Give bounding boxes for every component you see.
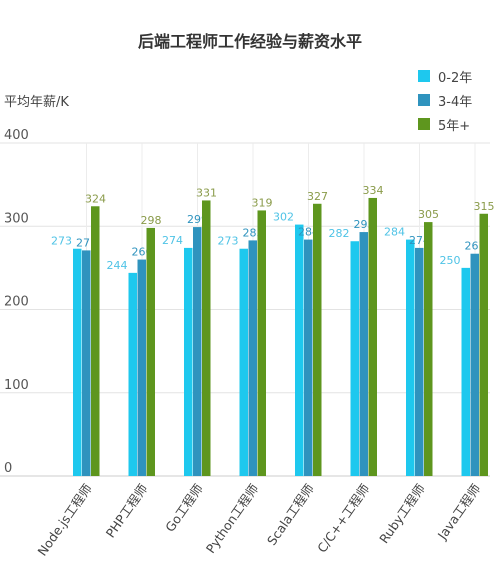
x-tick-label: Go工程师 xyxy=(162,481,206,535)
bar xyxy=(91,206,100,476)
legend-swatch-5plus xyxy=(418,118,430,130)
bar xyxy=(184,247,193,476)
x-tick-label: Java工程师 xyxy=(434,481,484,543)
data-label: 298 xyxy=(141,214,162,227)
bar xyxy=(359,232,368,476)
x-tick-label: C/C++工程师 xyxy=(314,481,372,555)
data-label: 331 xyxy=(196,186,217,199)
data-label: 273 xyxy=(51,235,72,248)
data-label: 284 xyxy=(384,226,405,239)
chart-title: 后端工程师工作经验与薪资水平 xyxy=(137,32,362,51)
y-tick-label: 300 xyxy=(4,211,29,226)
bar xyxy=(248,240,257,476)
bar xyxy=(295,224,304,476)
bar xyxy=(313,203,322,476)
bar xyxy=(350,241,359,476)
bar xyxy=(406,239,415,476)
bar xyxy=(73,248,82,476)
data-label: 250 xyxy=(440,254,461,267)
y-tick-label: 100 xyxy=(4,378,29,393)
data-label: 327 xyxy=(307,190,328,203)
bar xyxy=(202,200,211,476)
legend: 0-2年 3-4年 5年+ xyxy=(418,64,472,136)
data-label: 305 xyxy=(418,208,439,221)
bar xyxy=(424,222,433,476)
bar xyxy=(146,227,155,476)
bar xyxy=(82,250,91,476)
data-label: 244 xyxy=(107,259,128,272)
data-label: 315 xyxy=(474,200,495,213)
bar xyxy=(304,239,313,476)
legend-label-5plus: 5年+ xyxy=(438,118,471,134)
y-tick-label: 400 xyxy=(4,128,29,143)
data-label: 334 xyxy=(363,184,384,197)
legend-item-0-2: 0-2年 xyxy=(418,64,472,88)
bar xyxy=(128,272,137,476)
bar xyxy=(415,247,424,476)
bar xyxy=(461,267,470,476)
bar xyxy=(257,210,266,476)
legend-label-3-4: 3-4年 xyxy=(438,94,473,110)
bar xyxy=(137,259,146,476)
data-label: 302 xyxy=(273,211,294,224)
y-axis-title: 平均年薪/K xyxy=(4,95,69,110)
legend-swatch-3-4 xyxy=(418,94,430,106)
data-label: 324 xyxy=(85,192,106,205)
data-label: 319 xyxy=(252,196,273,209)
bar xyxy=(470,253,479,476)
data-label: 273 xyxy=(218,235,239,248)
data-label: 274 xyxy=(162,234,183,247)
x-tick-label: Python工程师 xyxy=(203,481,262,556)
legend-item-5plus: 5年+ xyxy=(418,112,472,136)
x-tick-label: Node.js工程师 xyxy=(34,481,95,558)
x-tick-label: PHP工程师 xyxy=(103,481,151,540)
bar xyxy=(479,213,488,476)
legend-item-3-4: 3-4年 xyxy=(418,88,472,112)
y-tick-label: 0 xyxy=(4,461,12,476)
bar xyxy=(368,197,377,476)
bar xyxy=(239,248,248,476)
y-tick-label: 200 xyxy=(4,295,29,310)
bar xyxy=(193,227,202,476)
x-tick-label: Ruby工程师 xyxy=(376,481,428,546)
legend-swatch-0-2 xyxy=(418,70,430,82)
x-tick-label: Scala工程师 xyxy=(264,481,317,548)
data-label: 282 xyxy=(329,227,350,240)
legend-label-0-2: 0-2年 xyxy=(438,70,473,86)
